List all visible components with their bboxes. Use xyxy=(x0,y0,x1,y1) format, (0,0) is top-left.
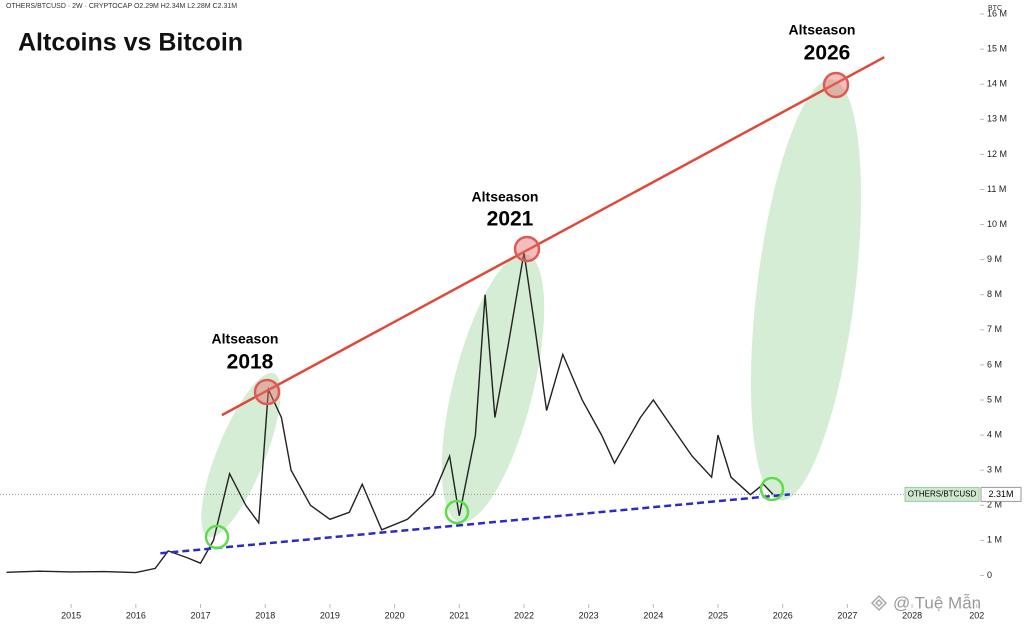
ellipse xyxy=(201,372,281,538)
x-tick-label: 2019 xyxy=(320,610,340,620)
price-value-box xyxy=(980,486,1022,502)
annotation-year: 2026 xyxy=(804,42,851,65)
annotation-year: 2021 xyxy=(487,208,534,231)
x-tick-label: 2026 xyxy=(773,610,793,620)
watermark-icon xyxy=(870,594,888,612)
x-tick-label: 2022 xyxy=(514,610,534,620)
bottom-circle xyxy=(204,524,230,550)
trendline xyxy=(221,56,885,417)
circles xyxy=(204,71,850,550)
y-tick-label: 7 M xyxy=(987,324,1002,334)
y-tick-label: 12 M xyxy=(987,149,1007,159)
annotation: Altseason xyxy=(472,189,539,205)
chart-title: Altcoins vs Bitcoin xyxy=(18,29,243,57)
y-unit: BTC xyxy=(988,5,1002,12)
ellipse xyxy=(750,79,862,501)
y-tick-label: 1 M xyxy=(987,535,1002,545)
x-tick-label: 202 xyxy=(969,610,984,620)
y-tick-label: 14 M xyxy=(987,79,1007,89)
y-tick-label: 5 M xyxy=(987,394,1002,404)
y-tick-label: 8 M xyxy=(987,289,1002,299)
x-tick-label: 2017 xyxy=(191,610,211,620)
price-tag-name: OTHERS/BTCUSD xyxy=(908,489,977,498)
plot xyxy=(0,56,980,574)
annotation: Altseason xyxy=(212,331,279,347)
y-tick-label: 0 xyxy=(987,570,992,580)
bottom-circle xyxy=(759,476,785,502)
y-tick-label: 11 M xyxy=(987,184,1006,194)
x-tick-label: 2021 xyxy=(449,610,469,620)
peak-circle xyxy=(822,71,850,99)
bottom-circle xyxy=(444,499,470,525)
y-tick-label: 4 M xyxy=(987,429,1002,439)
y-tick-label: 3 M xyxy=(987,465,1002,475)
x-tick-label: 2018 xyxy=(255,610,275,620)
annotation: Altseason xyxy=(789,22,856,38)
price-tag xyxy=(904,486,980,502)
x-tick-label: 2020 xyxy=(385,610,405,620)
y-tick-label: 2 M xyxy=(987,500,1002,510)
header: OTHERS/BTCUSD · 2W · CRYPTOCAP O2.29M H2… xyxy=(6,3,237,10)
x-tick-label: 2025 xyxy=(708,610,728,620)
watermark: @ Tuệ Mẫn xyxy=(870,593,981,612)
annotation-year: 2018 xyxy=(227,351,274,374)
y-tick-label: 6 M xyxy=(987,359,1002,369)
y-tick-label: 13 M xyxy=(987,114,1007,124)
y-tick-label: 10 M xyxy=(987,219,1007,229)
watermark-text: @ Tuệ Mẫn xyxy=(893,593,981,612)
price-value: 2.31M xyxy=(988,489,1013,499)
y-tick-label: 16 M xyxy=(987,8,1007,18)
y-tick-label: 15 M xyxy=(987,43,1007,53)
peak-circle xyxy=(253,378,281,406)
y-tick-label: 9 M xyxy=(987,254,1002,264)
peak-circle xyxy=(513,235,541,263)
x-tick-label: 2023 xyxy=(579,610,599,620)
x-tick-label: 2015 xyxy=(61,610,81,620)
trendline xyxy=(160,493,790,555)
x-tick-label: 2024 xyxy=(643,610,663,620)
price-line-series xyxy=(6,252,774,574)
x-tick-label: 2016 xyxy=(126,610,146,620)
x-tick-label: 2027 xyxy=(837,610,857,620)
x-tick-label: 2028 xyxy=(902,610,922,620)
